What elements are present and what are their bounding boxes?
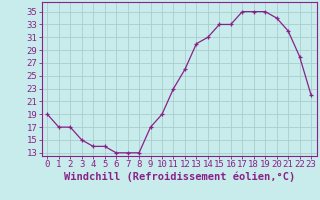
X-axis label: Windchill (Refroidissement éolien,°C): Windchill (Refroidissement éolien,°C) <box>64 172 295 182</box>
